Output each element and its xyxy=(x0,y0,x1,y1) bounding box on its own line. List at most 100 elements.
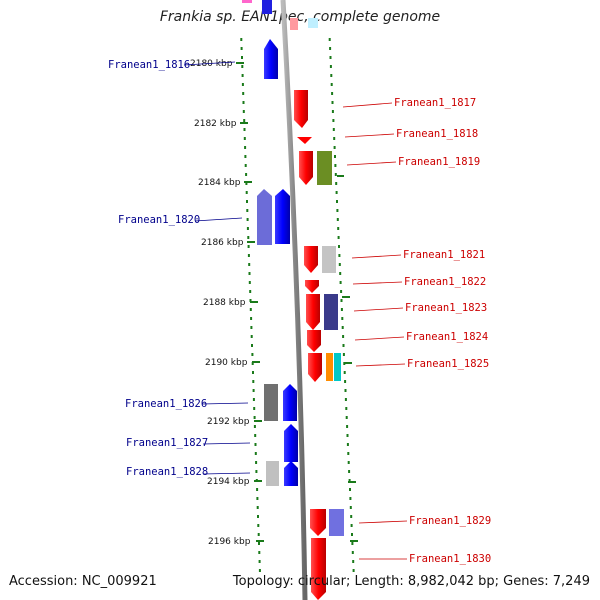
gene-label-right[interactable]: Franean1_1830 xyxy=(409,553,491,565)
scale-dot xyxy=(343,371,346,374)
gene-franean1-1822[interactable] xyxy=(305,280,319,293)
scale-dot xyxy=(252,380,255,383)
scale-dot xyxy=(257,533,260,536)
gene-label-right[interactable]: Franean1_1821 xyxy=(403,249,485,261)
scale-dot xyxy=(351,551,354,554)
partial-feature-pink xyxy=(290,18,298,30)
scale-dot xyxy=(342,335,345,338)
scale-dot xyxy=(343,362,346,365)
gene-grey-1826[interactable] xyxy=(264,384,278,421)
scale-dot xyxy=(245,182,248,185)
gene-franean1-1830[interactable] xyxy=(311,538,326,600)
scale-dot xyxy=(241,83,244,86)
scale-dot xyxy=(255,470,258,473)
scale-dot xyxy=(348,470,351,473)
gene-franean1-1829[interactable] xyxy=(310,509,326,536)
gene-label-right[interactable]: Franean1_1823 xyxy=(405,302,487,314)
gene-franean1-1827[interactable] xyxy=(284,424,298,462)
scale-dot xyxy=(338,254,341,257)
gene-label-left[interactable]: Franean1_1820 xyxy=(118,214,200,226)
scale-dot xyxy=(256,497,259,500)
label-leader xyxy=(344,133,395,138)
scale-dot xyxy=(252,389,255,392)
gene-franean1-1824[interactable] xyxy=(307,330,321,352)
scale-dot xyxy=(245,173,248,176)
gene-franean1-1826[interactable] xyxy=(283,384,297,421)
scale-dot xyxy=(247,245,250,248)
gene-label-right[interactable]: Franean1_1817 xyxy=(394,97,476,109)
gene-label-right[interactable]: Franean1_1829 xyxy=(409,515,491,527)
scale-dot xyxy=(249,299,252,302)
scale-dot xyxy=(255,461,258,464)
gene-franean1-1820a[interactable] xyxy=(257,189,272,245)
kbp-tick: 2188 kbp xyxy=(203,298,246,308)
scale-dot xyxy=(351,542,354,545)
scale-dot xyxy=(346,434,349,437)
scale-dot xyxy=(243,128,246,131)
scale-dot xyxy=(240,38,243,41)
gene-franean1-1817[interactable] xyxy=(294,90,308,128)
gene-purple-1829[interactable] xyxy=(329,509,344,536)
gene-label-left[interactable]: Franean1_1826 xyxy=(125,398,207,410)
scale-dot xyxy=(253,407,256,410)
gene-franean1-1818[interactable] xyxy=(297,137,312,144)
scale-dot xyxy=(247,236,250,239)
gene-label-left[interactable]: Franean1_1827 xyxy=(126,437,208,449)
gene-label-right[interactable]: Franean1_1819 xyxy=(398,156,480,168)
gene-label-left[interactable]: Franean1_1828 xyxy=(126,466,208,478)
scale-dot xyxy=(336,209,339,212)
scale-dot xyxy=(334,173,337,176)
gene-label-right[interactable]: Franean1_1818 xyxy=(396,128,478,140)
scale-dot xyxy=(331,92,334,95)
scale-track xyxy=(240,38,355,572)
scale-dot xyxy=(241,74,244,77)
gene-grey-1821[interactable] xyxy=(322,246,336,273)
scale-dot xyxy=(329,47,332,50)
gene-franean1-1819[interactable] xyxy=(299,151,313,185)
genome-info-label: Topology: circular; Length: 8,982,042 bp… xyxy=(232,574,590,589)
label-leader xyxy=(351,254,402,259)
kbp-tick: 2192 kbp xyxy=(207,417,250,427)
scale-dot xyxy=(242,110,245,113)
scale-dot xyxy=(248,281,251,284)
gene-label-right[interactable]: Franean1_1822 xyxy=(404,276,486,288)
scale-dot xyxy=(345,416,348,419)
scale-dot xyxy=(344,398,347,401)
gene-cyan-1825[interactable] xyxy=(334,353,341,381)
label-leader xyxy=(352,281,403,285)
gene-franean1-1823[interactable] xyxy=(306,294,320,330)
gene-label-right[interactable]: Franean1_1824 xyxy=(406,331,488,343)
reverse-strand-features xyxy=(257,39,298,486)
scale-dot xyxy=(342,344,345,347)
gene-olive-1819[interactable] xyxy=(317,151,332,185)
label-leader xyxy=(355,363,406,367)
scale-dot xyxy=(258,551,261,554)
gene-franean1-1825[interactable] xyxy=(308,353,322,382)
scale-dot xyxy=(331,101,334,104)
scale-dot xyxy=(344,380,347,383)
right-scale-ticks xyxy=(337,175,358,542)
gene-label-left[interactable]: Franean1_1816 xyxy=(108,59,190,71)
gene-franean1-1820[interactable] xyxy=(275,189,290,244)
scale-dot xyxy=(253,416,256,419)
scale-dot xyxy=(337,236,340,239)
gene-franean1-1828[interactable] xyxy=(284,461,298,486)
scale-dot xyxy=(336,200,338,203)
scale-dot xyxy=(246,218,249,221)
gene-purple-1823[interactable] xyxy=(324,294,338,330)
kbp-tick: 2190 kbp xyxy=(205,358,248,368)
gene-label-right[interactable]: Franean1_1825 xyxy=(407,358,489,370)
scale-dot xyxy=(332,119,335,122)
gene-grey-1828[interactable] xyxy=(266,461,279,486)
scale-dot xyxy=(347,461,350,464)
gene-orange-1825[interactable] xyxy=(326,353,333,381)
scale-dot xyxy=(242,92,245,95)
forward-strand-features xyxy=(294,90,344,600)
gene-franean1-1821[interactable] xyxy=(304,246,318,273)
scale-dot xyxy=(252,371,254,374)
scale-dot xyxy=(246,227,249,230)
scale-dot xyxy=(246,200,248,203)
gene-franean1-1816[interactable] xyxy=(264,39,278,79)
scale-dot xyxy=(244,155,247,158)
